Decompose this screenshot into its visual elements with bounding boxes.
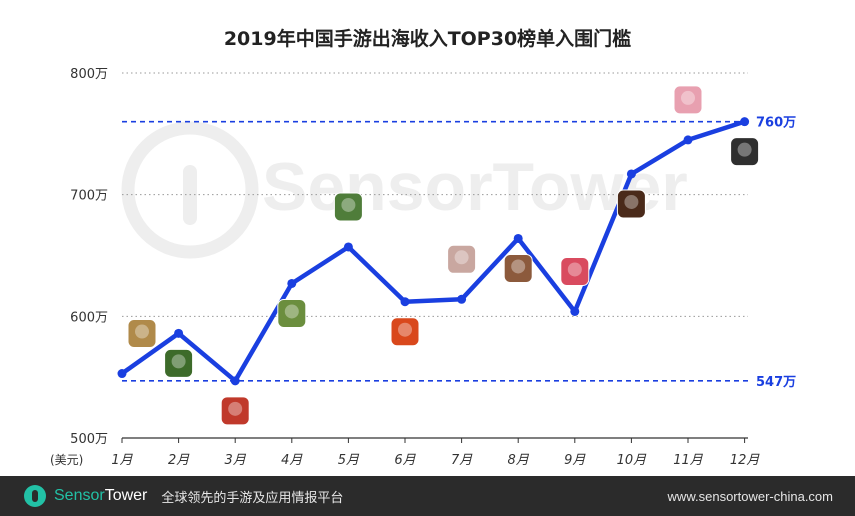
app-icon bbox=[277, 298, 307, 328]
game-icons bbox=[127, 85, 760, 426]
app-icon-face bbox=[135, 324, 149, 339]
data-point bbox=[230, 376, 240, 386]
x-tick-label: 10月 bbox=[617, 453, 648, 468]
data-point bbox=[174, 328, 184, 338]
footer-brand: SensorTower bbox=[54, 487, 147, 505]
app-icon-face bbox=[171, 354, 186, 369]
x-tick-label: 5月 bbox=[338, 453, 360, 468]
app-icon-face bbox=[737, 142, 752, 157]
app-icon bbox=[447, 244, 477, 274]
chart-title: 2019年中国手游出海收入TOP30榜单入围门槛 bbox=[223, 28, 632, 50]
brand-sensor: Sensor bbox=[54, 487, 105, 504]
x-tick-label: 6月 bbox=[394, 453, 416, 468]
app-icon-face bbox=[624, 194, 639, 209]
data-point bbox=[457, 294, 467, 304]
data-point bbox=[343, 242, 353, 252]
y-tick-label: 600万 bbox=[70, 310, 108, 325]
app-icon bbox=[673, 85, 703, 115]
x-tick-label: 8月 bbox=[508, 453, 530, 468]
data-point bbox=[513, 233, 523, 243]
app-icon-face bbox=[681, 90, 695, 105]
watermark: SensorTower bbox=[121, 121, 688, 259]
data-point bbox=[287, 278, 297, 288]
watermark-logo-icon bbox=[121, 121, 259, 259]
y-tick-label: 700万 bbox=[70, 189, 108, 204]
tick-labels: 500万 600万 700万 800万 (美元) 1月 2月 3月 4月 5月 6月 7月 8月 9月 10… bbox=[50, 67, 760, 468]
x-tick-label: 7月 bbox=[451, 453, 473, 468]
app-icon-face bbox=[228, 401, 243, 416]
series-polyline bbox=[119, 119, 747, 384]
series-line bbox=[117, 117, 750, 386]
x-tick-label: 3月 bbox=[225, 453, 247, 468]
x-tick-label: 9月 bbox=[564, 453, 586, 468]
data-point bbox=[626, 169, 636, 179]
footer-bar: SensorTower 全球领先的手游及应用情报平台 www.sensortow… bbox=[0, 476, 855, 516]
app-icon bbox=[127, 319, 157, 349]
data-point bbox=[117, 369, 127, 379]
app-icon-face bbox=[284, 304, 299, 319]
app-icon bbox=[390, 317, 420, 347]
reference-label: 760万 bbox=[756, 116, 796, 131]
data-point bbox=[683, 135, 693, 145]
x-axis bbox=[121, 437, 748, 443]
app-icon bbox=[730, 137, 760, 167]
reference-label: 547万 bbox=[756, 375, 796, 390]
app-icon-face bbox=[511, 259, 526, 274]
app-icon-face bbox=[567, 262, 582, 277]
x-tick-label: 12月 bbox=[730, 453, 761, 468]
app-icon bbox=[164, 348, 194, 378]
app-icon bbox=[333, 192, 363, 222]
app-icon-face bbox=[454, 250, 469, 265]
data-point bbox=[740, 117, 750, 127]
grid-lines bbox=[122, 72, 748, 317]
x-tick-label: 11月 bbox=[673, 453, 704, 468]
footer-tagline: 全球领先的手游及应用情报平台 bbox=[161, 490, 344, 506]
y-tick-label: 500万 bbox=[70, 432, 108, 447]
sensortower-logo-icon bbox=[24, 485, 46, 507]
app-icon bbox=[503, 253, 533, 283]
footer-url[interactable]: www.sensortower-china.com bbox=[667, 488, 833, 504]
x-tick-label: 2月 bbox=[168, 453, 190, 468]
app-icon bbox=[220, 396, 250, 426]
brand-tower: Tower bbox=[104, 487, 148, 504]
y-tick-label: 800万 bbox=[70, 67, 108, 82]
data-point bbox=[570, 306, 580, 316]
app-icon bbox=[560, 256, 590, 286]
reference-lines: 760万 547万 bbox=[122, 116, 796, 390]
app-icon-face bbox=[341, 197, 356, 212]
x-tick-label: 4月 bbox=[281, 453, 303, 468]
x-tick-label: 1月 bbox=[111, 453, 133, 468]
app-icon bbox=[616, 189, 646, 219]
line-chart: SensorTower 760万 547万 500万 600万 700万 800万 (美元… bbox=[50, 67, 796, 468]
app-icon-face bbox=[398, 322, 412, 337]
data-point bbox=[400, 297, 410, 307]
y-unit-label: (美元) bbox=[50, 453, 83, 467]
